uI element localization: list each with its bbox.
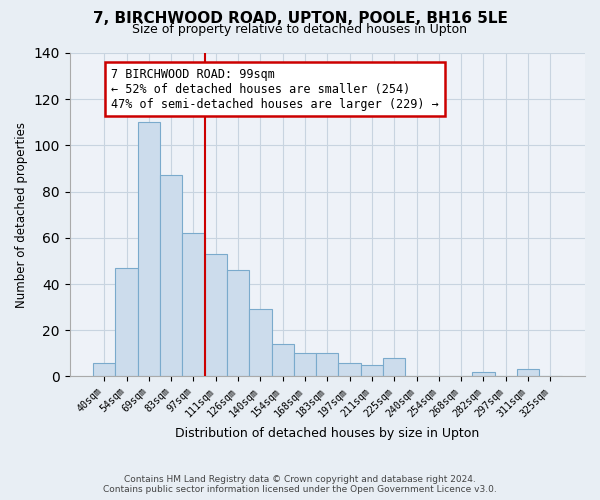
Text: 7 BIRCHWOOD ROAD: 99sqm
← 52% of detached houses are smaller (254)
47% of semi-d: 7 BIRCHWOOD ROAD: 99sqm ← 52% of detache… — [111, 68, 439, 110]
Y-axis label: Number of detached properties: Number of detached properties — [15, 122, 28, 308]
Bar — [517, 370, 539, 376]
Bar — [205, 254, 227, 376]
Bar — [472, 372, 494, 376]
Bar — [272, 344, 294, 376]
Bar — [93, 362, 115, 376]
Text: 7, BIRCHWOOD ROAD, UPTON, POOLE, BH16 5LE: 7, BIRCHWOOD ROAD, UPTON, POOLE, BH16 5L… — [92, 11, 508, 26]
Bar — [338, 362, 361, 376]
X-axis label: Distribution of detached houses by size in Upton: Distribution of detached houses by size … — [175, 427, 479, 440]
Bar — [361, 365, 383, 376]
Bar — [182, 233, 205, 376]
Bar — [316, 354, 338, 376]
Bar — [249, 310, 272, 376]
Text: Contains HM Land Registry data © Crown copyright and database right 2024.
Contai: Contains HM Land Registry data © Crown c… — [103, 474, 497, 494]
Text: Size of property relative to detached houses in Upton: Size of property relative to detached ho… — [133, 22, 467, 36]
Bar — [160, 176, 182, 376]
Bar — [115, 268, 137, 376]
Bar — [227, 270, 249, 376]
Bar — [137, 122, 160, 376]
Bar — [294, 354, 316, 376]
Bar — [383, 358, 406, 376]
